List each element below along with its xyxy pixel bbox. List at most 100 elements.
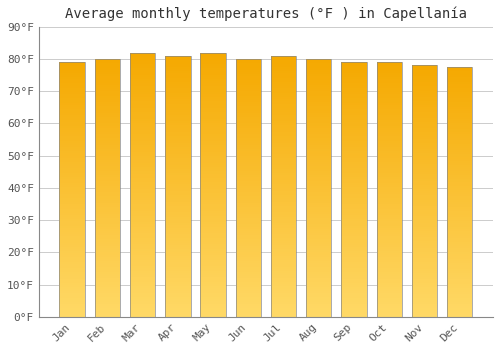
Bar xyxy=(376,90,402,92)
Bar xyxy=(342,204,366,206)
Bar xyxy=(342,111,366,113)
Bar xyxy=(376,126,402,128)
Bar xyxy=(412,256,437,258)
Bar xyxy=(165,286,190,288)
Bar xyxy=(412,289,437,292)
Bar xyxy=(306,113,332,115)
Bar xyxy=(342,289,366,291)
Bar xyxy=(447,130,472,132)
Bar xyxy=(165,297,190,299)
Bar xyxy=(271,245,296,247)
Bar xyxy=(342,247,366,249)
Bar xyxy=(130,81,156,83)
Bar xyxy=(271,186,296,188)
Bar xyxy=(60,217,85,219)
Bar xyxy=(342,276,366,279)
Bar xyxy=(271,256,296,258)
Bar xyxy=(342,141,366,143)
Bar xyxy=(376,130,402,132)
Bar xyxy=(165,71,190,73)
Bar xyxy=(60,126,85,128)
Bar xyxy=(165,210,190,212)
Bar xyxy=(130,295,156,297)
Bar xyxy=(447,209,472,211)
Bar xyxy=(165,147,190,149)
Bar xyxy=(236,209,261,211)
Bar xyxy=(130,207,156,209)
Bar xyxy=(306,315,332,317)
Bar xyxy=(342,151,366,153)
Bar xyxy=(236,231,261,233)
Bar xyxy=(271,282,296,284)
Bar xyxy=(342,243,366,245)
Bar xyxy=(60,71,85,73)
Bar xyxy=(130,240,156,242)
Bar xyxy=(165,64,190,67)
Bar xyxy=(306,250,332,252)
Bar xyxy=(447,306,472,308)
Bar xyxy=(94,186,120,188)
Bar xyxy=(342,136,366,139)
Bar xyxy=(376,293,402,296)
Bar xyxy=(412,131,437,133)
Bar xyxy=(306,145,332,147)
Bar xyxy=(271,199,296,202)
Bar xyxy=(130,123,156,125)
Bar xyxy=(165,267,190,269)
Bar xyxy=(60,276,85,279)
Bar xyxy=(130,301,156,303)
Bar xyxy=(60,272,85,274)
Bar xyxy=(60,66,85,69)
Bar xyxy=(200,121,226,123)
Bar xyxy=(342,119,366,122)
Bar xyxy=(447,161,472,163)
Bar xyxy=(60,279,85,281)
Bar xyxy=(130,187,156,189)
Bar xyxy=(306,239,332,241)
Bar xyxy=(130,308,156,310)
Bar xyxy=(236,61,261,63)
Bar xyxy=(412,86,437,89)
Bar xyxy=(447,288,472,290)
Bar xyxy=(342,310,366,313)
Bar xyxy=(200,59,226,61)
Bar xyxy=(412,214,437,216)
Bar xyxy=(376,313,402,315)
Bar xyxy=(60,62,85,64)
Bar xyxy=(200,194,226,196)
Bar xyxy=(200,52,226,55)
Bar xyxy=(412,139,437,141)
Bar xyxy=(236,233,261,235)
Bar xyxy=(165,258,190,260)
Bar xyxy=(236,282,261,285)
Bar xyxy=(306,61,332,63)
Bar xyxy=(376,211,402,213)
Bar xyxy=(94,190,120,192)
Bar xyxy=(447,217,472,219)
Bar xyxy=(306,263,332,265)
Bar xyxy=(60,179,85,181)
Bar xyxy=(236,267,261,270)
Bar xyxy=(165,123,190,125)
Bar xyxy=(165,269,190,271)
Bar xyxy=(236,113,261,115)
Bar xyxy=(130,160,156,163)
Bar xyxy=(165,149,190,152)
Bar xyxy=(376,113,402,115)
Bar xyxy=(60,198,85,200)
Bar xyxy=(60,94,85,96)
Bar xyxy=(342,168,366,170)
Bar xyxy=(130,216,156,218)
Bar xyxy=(60,62,85,317)
Bar xyxy=(130,119,156,121)
Bar xyxy=(447,219,472,221)
Bar xyxy=(271,252,296,254)
Bar xyxy=(130,279,156,281)
Bar xyxy=(130,251,156,253)
Bar xyxy=(412,166,437,168)
Bar xyxy=(60,287,85,289)
Bar xyxy=(447,261,472,263)
Bar xyxy=(94,203,120,205)
Bar xyxy=(94,298,120,300)
Bar xyxy=(271,247,296,249)
